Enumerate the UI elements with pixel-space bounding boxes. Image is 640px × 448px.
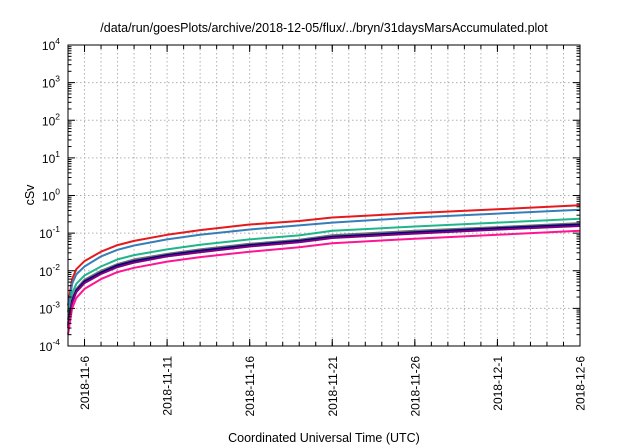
y-tick-exponent: -3 bbox=[52, 299, 60, 309]
y-tick-base: 10 bbox=[39, 302, 53, 316]
y-tick-label: 10-2 bbox=[39, 262, 60, 279]
y-tick-base: 10 bbox=[42, 114, 56, 128]
x-axis-ticks: 2018-11-6 2018-11-11 2018-11-16 2018-11-21 2… bbox=[78, 45, 588, 417]
x-tick-label: 2018-11-21 bbox=[326, 356, 340, 417]
y-tick-label: 101 bbox=[42, 149, 60, 166]
x-tick-label: 2018-12-1 bbox=[491, 356, 505, 411]
y-tick-exponent: 0 bbox=[55, 187, 60, 197]
y-tick-base: 10 bbox=[42, 190, 56, 204]
y-tick-base: 10 bbox=[42, 152, 56, 166]
grid-lines bbox=[68, 45, 580, 346]
series-line-4 bbox=[67, 222, 581, 324]
x-tick-label: 2018-11-26 bbox=[408, 356, 422, 417]
y-tick-exponent: -1 bbox=[52, 224, 60, 234]
y-tick-exponent: 4 bbox=[55, 36, 60, 46]
y-tick-label: 10-3 bbox=[39, 299, 60, 316]
y-axis-label: cSv bbox=[23, 184, 37, 206]
x-tick-label: 2018-12-6 bbox=[574, 356, 588, 411]
series-lines bbox=[67, 204, 581, 335]
y-tick-exponent: -4 bbox=[52, 337, 60, 347]
x-axis-label: Coordinated Universal Time (UTC) bbox=[228, 431, 420, 445]
y-tick-exponent: 3 bbox=[55, 74, 60, 84]
y-tick-base: 10 bbox=[39, 340, 53, 354]
y-tick-label: 103 bbox=[42, 74, 60, 91]
series-line-6 bbox=[67, 225, 581, 329]
series-line-2 bbox=[67, 208, 581, 313]
y-tick-exponent: 1 bbox=[55, 149, 60, 159]
y-tick-label: 102 bbox=[42, 111, 60, 128]
x-tick-label: 2018-11-6 bbox=[78, 356, 92, 410]
y-tick-base: 10 bbox=[39, 227, 53, 241]
y-tick-base: 10 bbox=[42, 77, 56, 91]
y-tick-base: 10 bbox=[42, 39, 56, 53]
x-tick-label: 2018-11-11 bbox=[161, 356, 175, 416]
series-line-1 bbox=[67, 204, 581, 306]
chart-title: /data/run/goesPlots/archive/2018-12-05/f… bbox=[100, 21, 548, 35]
y-tick-exponent: -2 bbox=[52, 262, 60, 272]
series-line-5 bbox=[67, 223, 581, 326]
series-line-3 bbox=[67, 217, 581, 320]
y-tick-label: 100 bbox=[42, 187, 60, 204]
x-tick-label: 2018-11-16 bbox=[243, 356, 257, 417]
y-tick-base: 10 bbox=[39, 265, 53, 279]
series-line-7 bbox=[67, 229, 581, 335]
y-tick-label: 10-4 bbox=[39, 337, 60, 354]
y-tick-exponent: 2 bbox=[55, 111, 60, 121]
y-tick-label: 10-1 bbox=[39, 224, 60, 241]
y-tick-label: 104 bbox=[42, 36, 60, 53]
